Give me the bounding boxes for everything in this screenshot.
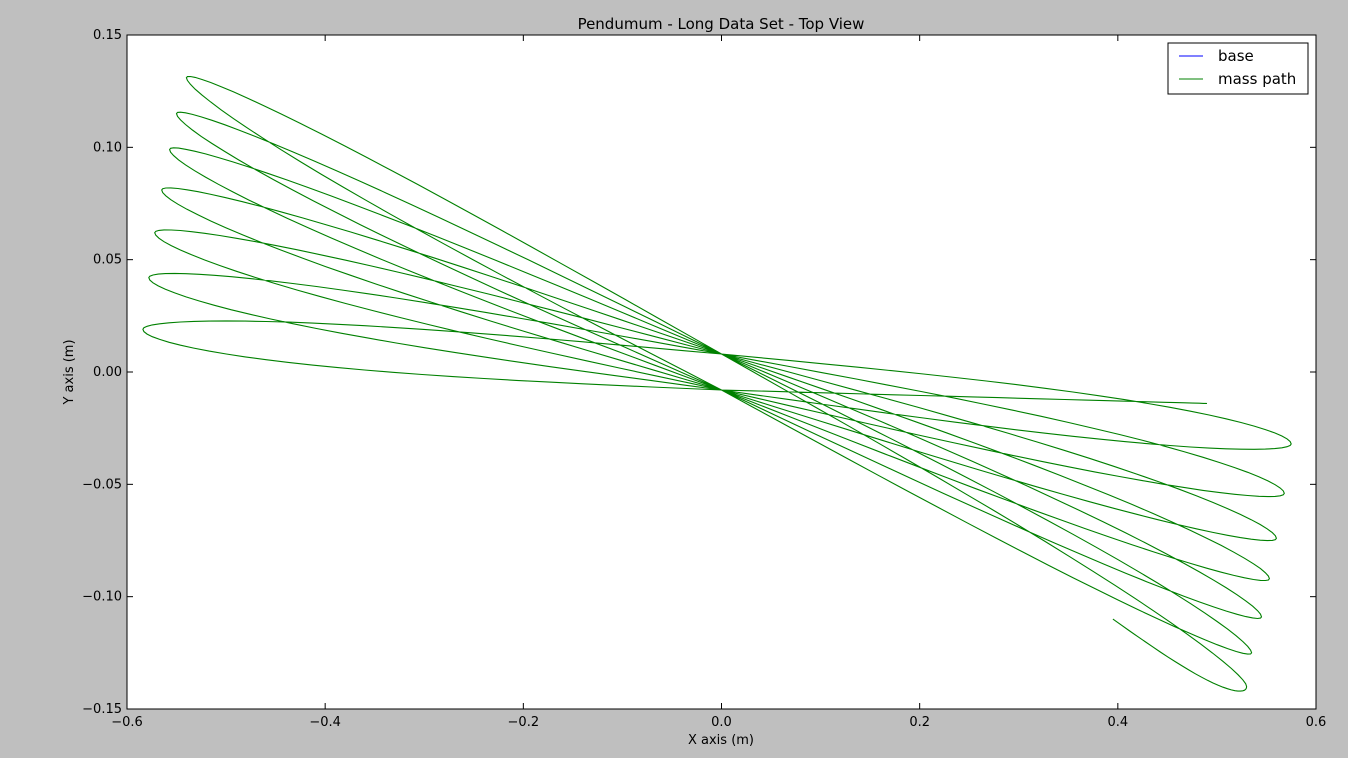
x-axis-label: X axis (m) [688, 733, 754, 748]
legend-label-base: base [1218, 47, 1254, 65]
y-tick-label: −0.10 [82, 590, 122, 605]
x-tick-label: −0.6 [111, 715, 143, 730]
ticks-layer: −0.6 −0.4 −0.2 0.0 0.2 0.4 0.6 0.15 0.10 0.05 0.00… [82, 28, 1326, 730]
y-tick-label: 0.05 [93, 253, 122, 268]
x-tick-label: 0.2 [909, 715, 930, 730]
series-layer [142, 75, 1292, 692]
series-mass-path [142, 75, 1292, 692]
x-tick-label: −0.2 [508, 715, 540, 730]
y-tick-label: −0.05 [82, 477, 122, 492]
chart-title: Pendumum - Long Data Set - Top View [578, 15, 865, 33]
x-tick-label: 0.4 [1107, 715, 1128, 730]
legend-frame [1167, 42, 1309, 95]
y-axis-label: Y axis (m) [62, 339, 77, 405]
x-tick-label: −0.4 [309, 715, 341, 730]
legend-label-mass-path: mass path [1218, 70, 1296, 88]
x-tick-label: 0.0 [711, 715, 732, 730]
legend: base mass path [1167, 42, 1309, 95]
y-tick-label: −0.15 [82, 702, 122, 717]
y-tick-label: 0.15 [93, 28, 122, 43]
plot-area [127, 35, 1316, 709]
y-tick-label: 0.00 [93, 365, 122, 380]
y-tick-label: 0.10 [93, 140, 122, 155]
x-tick-label: 0.6 [1306, 715, 1327, 730]
